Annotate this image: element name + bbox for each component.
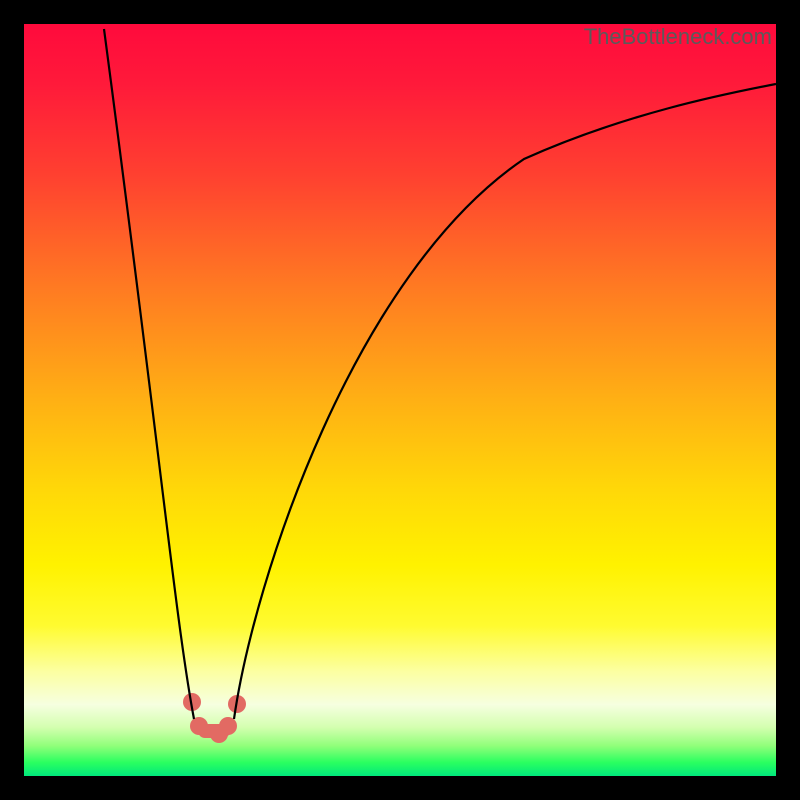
plot-area [24, 24, 776, 776]
marker-dot-1 [190, 717, 208, 735]
curve-layer [24, 24, 776, 776]
curve-left-branch [104, 29, 194, 719]
marker-dot-3 [219, 717, 237, 735]
curve-right-branch [234, 84, 776, 719]
chart-container: TheBottleneck.com [0, 0, 800, 800]
watermark-text: TheBottleneck.com [584, 24, 772, 50]
